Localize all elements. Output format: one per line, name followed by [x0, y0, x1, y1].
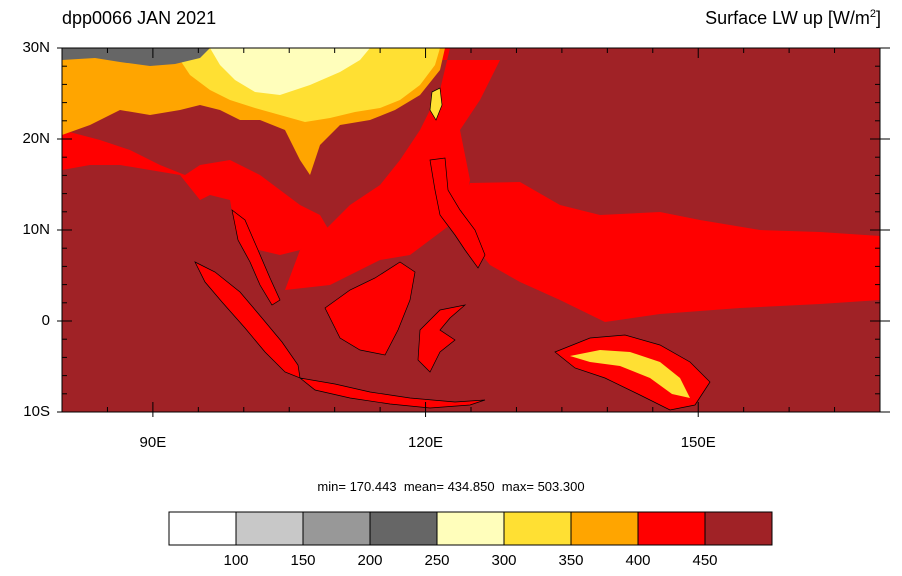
max-value: 503.300 [537, 479, 585, 494]
colorbar [168, 511, 773, 546]
min-value: 170.443 [349, 479, 397, 494]
philippines-islands [429, 157, 486, 269]
colorbar-box [570, 511, 639, 546]
new-guinea-highlands [570, 350, 690, 398]
colorbar-level-label: 300 [491, 552, 517, 569]
max-label: max= [501, 479, 534, 494]
colorbar-box [302, 511, 371, 546]
colorbar-level-label: 100 [223, 552, 249, 569]
colorbar-level-label: 400 [625, 552, 651, 569]
lat-tick-label: 10N [22, 221, 50, 238]
mean-value: 434.850 [447, 479, 495, 494]
colorbar-level-label: 350 [558, 552, 584, 569]
malay-peninsula [231, 209, 281, 306]
lon-tick-label: 90E [139, 434, 167, 451]
warm-region [62, 48, 880, 322]
colorbar-box [704, 511, 773, 546]
title-right-close: ] [875, 8, 881, 28]
colorbar-level-label: 250 [424, 552, 450, 569]
title-right-text: Surface LW up [W/m [705, 8, 870, 28]
colorbar-box [503, 511, 572, 546]
mean-label: mean= [403, 479, 444, 494]
borneo-island [324, 261, 416, 356]
title-right-sup: 2 [869, 8, 876, 20]
lon-tick-label: 150E [680, 434, 716, 451]
map-panel [57, 47, 890, 417]
warm-region-north-indian [62, 130, 330, 255]
colorbar-box [168, 511, 237, 546]
pale-region [210, 48, 370, 95]
lon-tick-label: 120E [408, 434, 444, 451]
plot-title-left: dpp0066 JAN 2021 [62, 8, 217, 28]
min-label: min= [317, 479, 346, 494]
colorbar-box [369, 511, 438, 546]
plot-title-right: Surface LW up [W/m2] [705, 8, 881, 29]
lat-tick-label: 30N [22, 39, 50, 56]
colorbar-level-label: 200 [357, 552, 383, 569]
colorbar-box [637, 511, 706, 546]
colorbar-level-label: 450 [692, 552, 718, 569]
sulawesi-island [417, 304, 467, 373]
lat-tick-label: 10S [23, 403, 50, 420]
colorbar-box [436, 511, 505, 546]
axis-ticks [57, 47, 890, 417]
taiwan-island [429, 87, 443, 121]
lat-tick-label: 20N [22, 130, 50, 147]
colorbar-box [235, 511, 304, 546]
dark-gray-region [62, 48, 210, 66]
lat-tick-label: 0 [41, 312, 50, 329]
statistics-line: min= 170.443 mean= 434.850 max= 503.300 [0, 479, 902, 494]
warm-region-south-china-sea [62, 48, 500, 290]
java-island [299, 377, 486, 409]
colorbar-level-label: 150 [290, 552, 316, 569]
